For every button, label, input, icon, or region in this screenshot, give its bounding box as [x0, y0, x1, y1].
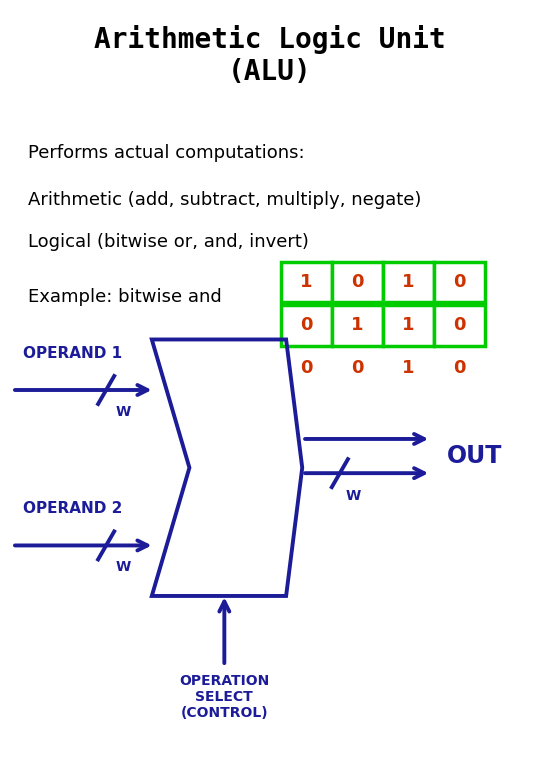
Text: 1: 1 [300, 273, 313, 291]
Text: Arithmetic Logic Unit
(ALU): Arithmetic Logic Unit (ALU) [94, 25, 446, 87]
Text: Performs actual computations:: Performs actual computations: [28, 144, 305, 162]
Bar [281, 305, 332, 346]
Bar [383, 262, 434, 302]
Text: 0: 0 [453, 273, 465, 291]
Text: 0: 0 [351, 360, 363, 378]
Text: OPERATION
SELECT
(CONTROL): OPERATION SELECT (CONTROL) [179, 674, 269, 720]
Text: OUT: OUT [447, 444, 503, 468]
Text: 1: 1 [351, 317, 363, 335]
Text: W: W [115, 560, 131, 574]
Text: W: W [345, 490, 361, 503]
Text: 0: 0 [300, 360, 313, 378]
Text: OPERAND 1: OPERAND 1 [23, 346, 122, 361]
Bar [281, 262, 332, 302]
Text: 1: 1 [402, 360, 415, 378]
Bar [383, 305, 434, 346]
Text: Arithmetic (add, subtract, multiply, negate): Arithmetic (add, subtract, multiply, neg… [28, 190, 422, 208]
Bar [434, 262, 485, 302]
Text: W: W [115, 405, 131, 419]
Text: Logical (bitwise or, and, invert): Logical (bitwise or, and, invert) [28, 233, 309, 251]
Text: 1: 1 [402, 273, 415, 291]
Bar [332, 305, 383, 346]
Text: 0: 0 [453, 317, 465, 335]
Bar [332, 262, 383, 302]
Text: Example: bitwise and: Example: bitwise and [28, 288, 222, 306]
Bar [434, 305, 485, 346]
Text: 1: 1 [402, 317, 415, 335]
Text: OPERAND 2: OPERAND 2 [23, 502, 122, 516]
Text: 0: 0 [351, 273, 363, 291]
Text: 0: 0 [300, 317, 313, 335]
Text: 0: 0 [453, 360, 465, 378]
